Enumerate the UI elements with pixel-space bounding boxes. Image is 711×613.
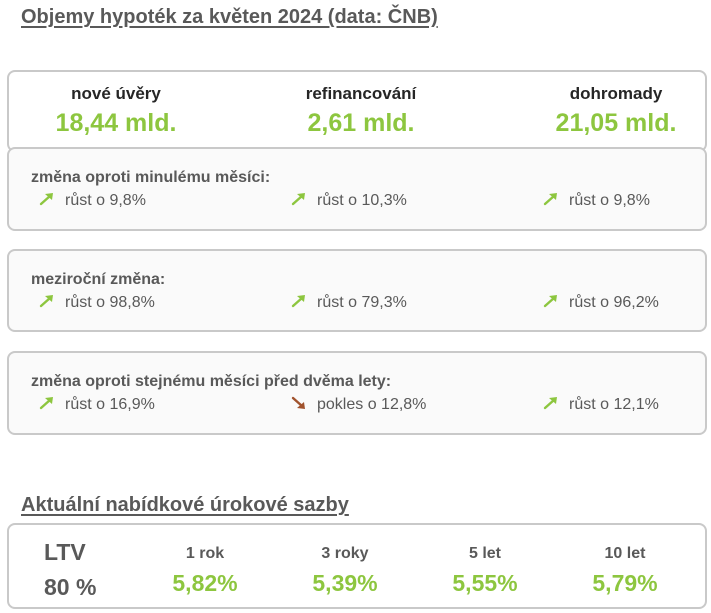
- arrow-up-right-icon: [543, 295, 557, 308]
- arrow-up-right-icon: [543, 397, 557, 410]
- arrow-up-right-icon: [291, 193, 305, 206]
- rate-value: 5,55%: [452, 570, 518, 596]
- change-text: růst o 79,3%: [317, 294, 407, 311]
- change-label: meziroční změna:: [31, 271, 166, 288]
- rate-1-year: 1 rok 5,82%: [145, 525, 265, 597]
- page-title: Objemy hypoték za květen 2024 (data: ČNB…: [21, 6, 438, 28]
- summary-panel: nové úvěry 18,44 mld. refinancování 2,61…: [7, 70, 707, 152]
- ltv-value: 80 %: [44, 574, 97, 600]
- summary-refinancing: refinancování 2,61 mld.: [246, 72, 476, 138]
- change-item: růst o 9,8%: [39, 192, 146, 210]
- rate-10-years: 10 let 5,79%: [565, 525, 685, 597]
- change-label: změna oproti stejnému měsíci před dvěma …: [31, 373, 392, 390]
- change-item: pokles o 12,8%: [291, 396, 426, 414]
- arrow-up-right-icon: [543, 193, 557, 206]
- summary-value: 18,44 mld.: [55, 109, 177, 137]
- change-text: růst o 16,9%: [65, 396, 155, 413]
- arrow-up-right-icon: [39, 193, 53, 206]
- rate-term: 5 let: [468, 545, 501, 562]
- arrow-up-right-icon: [39, 295, 53, 308]
- summary-value: 2,61 mld.: [307, 109, 415, 137]
- ltv-label: LTV: [44, 539, 86, 565]
- rate-value: 5,82%: [172, 570, 238, 596]
- arrow-up-right-icon: [39, 397, 53, 410]
- rate-term: 1 rok: [185, 545, 225, 562]
- change-text: růst o 9,8%: [569, 192, 650, 209]
- change-item: růst o 10,3%: [291, 192, 407, 210]
- rate-term: 10 let: [604, 545, 646, 562]
- change-text: růst o 98,8%: [65, 294, 155, 311]
- summary-total: dohromady 21,05 mld.: [501, 72, 711, 138]
- change-text: pokles o 12,8%: [317, 396, 427, 413]
- summary-new-loans: nové úvěry 18,44 mld.: [1, 72, 231, 138]
- change-text: růst o 96,2%: [569, 294, 659, 311]
- rate-value: 5,79%: [592, 570, 658, 596]
- summary-value: 21,05 mld.: [555, 109, 677, 137]
- change-text: růst o 9,8%: [65, 192, 146, 209]
- summary-label: refinancování: [305, 84, 417, 103]
- rate-3-years: 3 roky 5,39%: [285, 525, 405, 597]
- change-item: růst o 98,8%: [39, 294, 155, 312]
- change-label: změna oproti minulému měsíci:: [31, 169, 271, 186]
- change-item: růst o 9,8%: [543, 192, 650, 210]
- arrow-up-right-icon: [291, 295, 305, 308]
- rates-panel: LTV 80 % 1 rok 5,82% 3 roky 5,39% 5 let …: [7, 523, 707, 609]
- change-item: růst o 16,9%: [39, 396, 155, 414]
- rates-title: Aktuální nabídkové úrokové sazby: [21, 494, 349, 516]
- change-item: růst o 12,1%: [543, 396, 659, 414]
- change-item: růst o 96,2%: [543, 294, 659, 312]
- change-text: růst o 10,3%: [317, 192, 407, 209]
- change-item: růst o 79,3%: [291, 294, 407, 312]
- rate-value: 5,39%: [312, 570, 378, 596]
- change-text: růst o 12,1%: [569, 396, 659, 413]
- change-panel-two-years: změna oproti stejnému měsíci před dvěma …: [7, 351, 707, 435]
- summary-label: nové úvěry: [71, 84, 161, 103]
- arrow-down-right-icon: [291, 396, 305, 409]
- rate-5-years: 5 let 5,55%: [425, 525, 545, 597]
- change-panel-year: meziroční změna: růst o 98,8% růst o 79,…: [7, 249, 707, 332]
- change-panel-month: změna oproti minulému měsíci: růst o 9,8…: [7, 147, 707, 231]
- summary-label: dohromady: [569, 84, 663, 103]
- rate-term: 3 roky: [321, 545, 369, 562]
